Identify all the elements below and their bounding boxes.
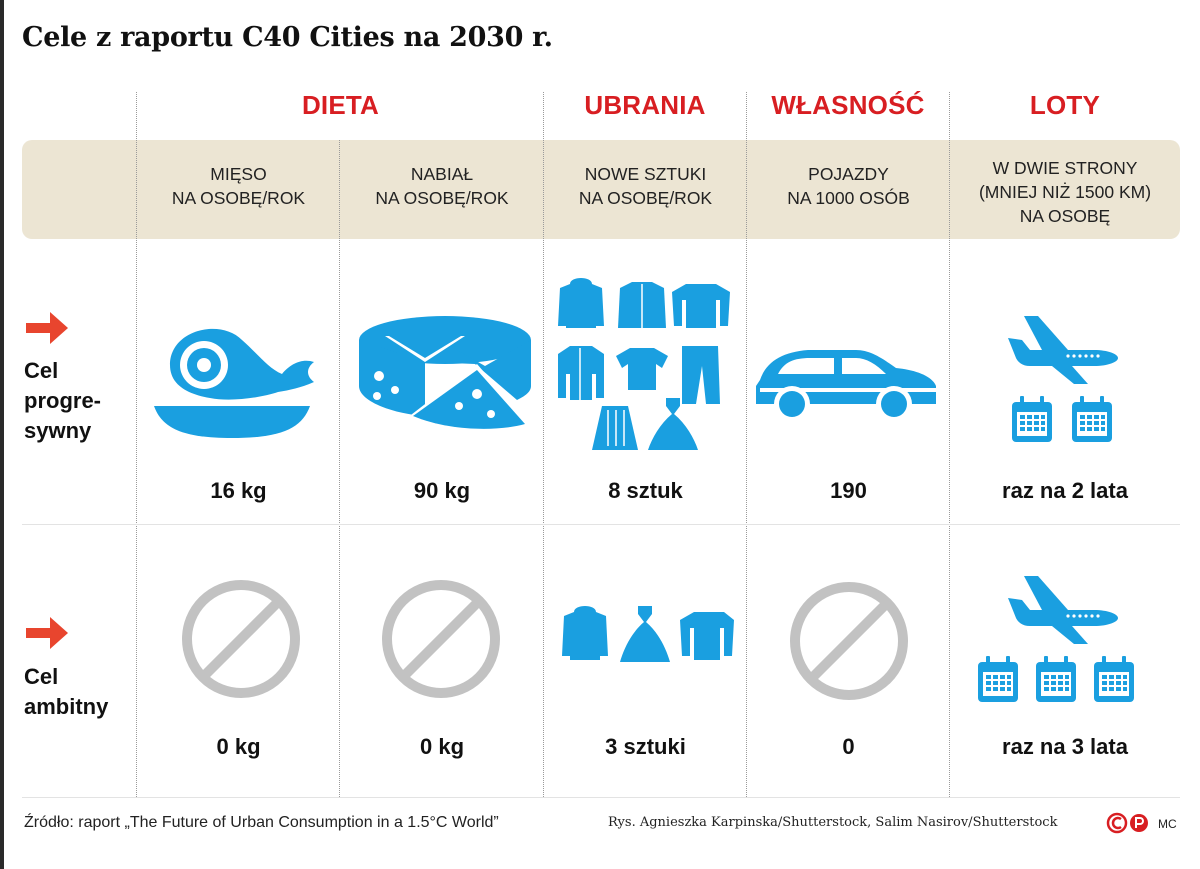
footer-divider bbox=[22, 797, 1180, 798]
category-wlasnosc: WŁASNOŚĆ bbox=[771, 90, 925, 120]
ham-icon bbox=[154, 328, 314, 438]
column-divider bbox=[543, 92, 544, 797]
clothes-icon bbox=[558, 278, 730, 450]
value-ubrania-progresywny: 8 sztuk bbox=[608, 478, 683, 503]
page-title: Cele z raportu C40 Cities na 2030 r. bbox=[22, 22, 553, 53]
no-symbol-icon bbox=[790, 582, 908, 700]
subheader-band bbox=[22, 140, 1180, 239]
arrow-right-icon bbox=[26, 312, 68, 344]
subheader-nabial: NABIAŁ NA OSOBĘ/ROK bbox=[375, 164, 509, 208]
subheader-loty: W DWIE STRONY (MNIEJ NIŻ 1500 KM) NA OSO… bbox=[978, 158, 1152, 226]
calendar-icon bbox=[978, 656, 1134, 702]
column-divider bbox=[339, 140, 340, 797]
column-divider bbox=[136, 92, 137, 797]
value-loty-ambitny: raz na 3 lata bbox=[1002, 734, 1128, 759]
cheese-icon bbox=[359, 316, 531, 432]
airplane-icon bbox=[1008, 316, 1118, 384]
row-label-ambitny: Cel ambitny bbox=[24, 664, 109, 719]
image-credits: Rys. Agnieszka Karpinska/Shutterstock, S… bbox=[608, 815, 1058, 830]
arrow-right-icon bbox=[26, 617, 68, 649]
category-dieta: DIETA bbox=[301, 90, 380, 120]
category-loty: LOTY bbox=[1029, 90, 1101, 120]
row-label-progresywny: Cel progre- sywny bbox=[24, 358, 101, 443]
row-divider bbox=[22, 524, 1180, 525]
author-initials: MC bbox=[1158, 817, 1177, 831]
left-border bbox=[0, 0, 4, 869]
value-mieso-ambitny: 0 kg bbox=[216, 734, 261, 759]
column-divider bbox=[746, 92, 747, 797]
category-ubrania: UBRANIA bbox=[584, 90, 706, 120]
value-nabial-progresywny: 90 kg bbox=[413, 478, 471, 503]
value-pojazdy-progresywny: 190 bbox=[830, 478, 867, 503]
value-loty-progresywny: raz na 2 lata bbox=[1002, 478, 1128, 503]
value-ubrania-ambitny: 3 sztuki bbox=[605, 734, 686, 759]
value-mieso-progresywny: 16 kg bbox=[210, 478, 267, 503]
cp-logo-icon bbox=[1106, 812, 1148, 834]
subheader-pojazdy: POJAZDY NA 1000 OSÓB bbox=[787, 164, 910, 208]
airplane-icon bbox=[1008, 576, 1118, 644]
column-divider bbox=[949, 92, 950, 797]
value-nabial-ambitny: 0 kg bbox=[419, 734, 465, 759]
subheader-mieso: MIĘSO NA OSOBĘ/ROK bbox=[171, 164, 306, 208]
car-icon bbox=[756, 350, 936, 422]
source-note: Źródło: raport „The Future of Urban Cons… bbox=[24, 814, 499, 831]
clothes-icon bbox=[562, 606, 734, 662]
calendar-icon bbox=[1012, 396, 1112, 442]
value-pojazdy-ambitny: 0 bbox=[842, 734, 855, 759]
subheader-nowe-sztuki: NOWE SZTUKI NA OSOBĘ/ROK bbox=[578, 164, 713, 208]
no-symbol-icon bbox=[382, 580, 500, 698]
no-symbol-icon bbox=[182, 580, 300, 698]
